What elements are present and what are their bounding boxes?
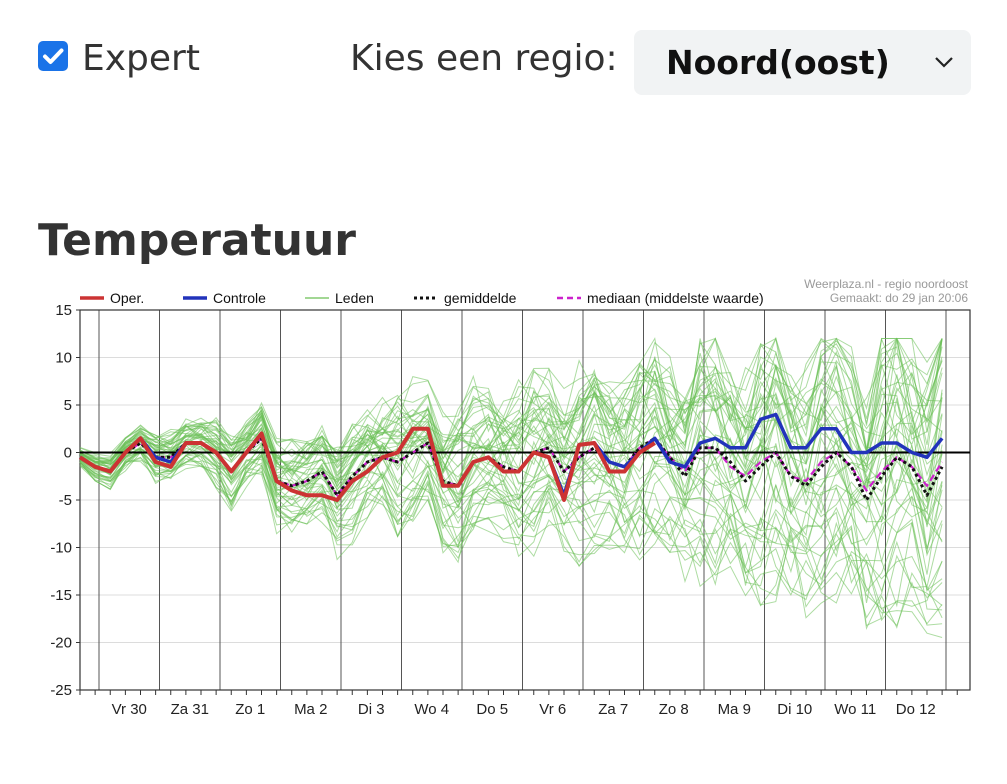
leden-series-group — [79, 336, 943, 638]
leden-member-line — [79, 452, 943, 638]
y-tick-label: -25 — [50, 682, 72, 699]
y-tick-label: 15 — [55, 302, 72, 319]
leden-member-line — [79, 340, 943, 477]
settings-bar: Expert Kies een regio: Noord(oost) — [0, 0, 1007, 120]
leden-member-line — [79, 415, 943, 537]
y-tick-label: 10 — [55, 350, 72, 367]
leden-member-line — [79, 337, 943, 459]
x-day-label: Wo 11 — [834, 701, 876, 718]
leden-member-line — [79, 445, 943, 593]
leden-member-line — [79, 369, 943, 471]
x-day-label: Wo 4 — [414, 701, 449, 718]
leden-member-line — [79, 338, 943, 475]
temperature-chart: 15 10 5 0 -5 -10 -15 -20 -25 Vr 30 Za 31 Zo 1 Ma 2 Di… — [0, 270, 1007, 720]
x-day-label: Za 7 — [598, 701, 628, 718]
section-title: Temperatuur — [38, 215, 356, 266]
y-tick-label: -10 — [50, 540, 72, 557]
leden-member-line — [79, 336, 943, 467]
chart-timestamp: Gemaakt: do 29 jan 20:06 — [830, 291, 968, 305]
y-tick-label: -15 — [50, 587, 72, 604]
region-select-label: Kies een regio: — [350, 38, 618, 79]
region-select-value: Noord(oost) — [666, 43, 890, 82]
legend-label: Oper. — [110, 290, 144, 306]
temperature-chart-svg: 15 10 5 0 -5 -10 -15 -20 -25 Vr 30 Za 31 Zo 1 Ma 2 Di… — [50, 277, 971, 718]
legend-label: gemiddelde — [444, 290, 517, 306]
chart-credit: Weerplaza.nl - regio noordoost — [804, 277, 969, 291]
legend-label: Controle — [213, 290, 266, 306]
x-day-label: Vr 6 — [539, 701, 566, 718]
leden-member-line — [79, 424, 943, 510]
expert-checkbox[interactable] — [38, 41, 68, 71]
leden-member-line — [79, 363, 943, 479]
x-day-label: Ma 2 — [294, 701, 327, 718]
leden-member-line — [79, 346, 943, 472]
x-day-label: Vr 30 — [112, 701, 147, 718]
x-day-label: Zo 8 — [659, 701, 689, 718]
legend-label: Leden — [335, 290, 374, 306]
region-select[interactable]: Noord(oost) — [634, 30, 971, 95]
y-tick-label: -5 — [59, 492, 72, 509]
x-day-label: Do 5 — [476, 701, 508, 718]
leden-member-line — [79, 440, 943, 553]
y-tick-label: -20 — [50, 635, 72, 652]
x-day-label: Di 3 — [358, 701, 385, 718]
leden-member-line — [79, 407, 943, 523]
x-day-label: Zo 1 — [235, 701, 265, 718]
leden-member-line — [79, 460, 943, 610]
x-day-label: Ma 9 — [718, 701, 751, 718]
checkmark-icon — [43, 48, 64, 64]
expert-checkbox-label[interactable]: Expert — [82, 38, 200, 79]
x-day-label: Di 10 — [777, 701, 812, 718]
leden-member-line — [79, 451, 943, 625]
leden-member-line — [79, 338, 943, 469]
gemiddelde-series-line — [79, 436, 944, 502]
leden-member-line — [79, 447, 943, 603]
oper-series-line — [78, 426, 656, 502]
chevron-down-icon — [935, 57, 953, 68]
x-day-label: Do 12 — [896, 701, 936, 718]
y-tick-label: 0 — [64, 445, 72, 462]
legend-label: mediaan (middelste waarde) — [587, 290, 764, 306]
x-day-label: Za 31 — [171, 701, 209, 718]
y-tick-label: 5 — [64, 397, 72, 414]
leden-member-line — [79, 448, 943, 619]
